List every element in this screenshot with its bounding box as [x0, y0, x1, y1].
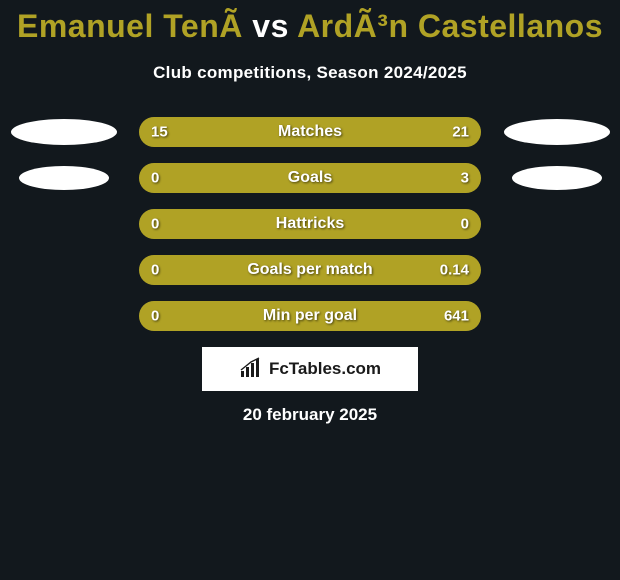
stat-bar: 0 Hattricks 0 [139, 209, 481, 239]
stat-label: Min per goal [263, 307, 357, 325]
stat-bar: 15 Matches 21 [139, 117, 481, 147]
stat-value-right: 641 [444, 308, 469, 325]
stat-label: Matches [278, 123, 342, 141]
stat-value-right: 3 [461, 170, 469, 187]
stat-value-left: 0 [151, 308, 159, 325]
player-right-name: ArdÃ³n Castellanos [297, 8, 603, 44]
stat-label: Hattricks [276, 215, 344, 233]
player-right-badge [512, 166, 602, 190]
player-right-badge [504, 119, 610, 145]
stat-bar: 0 Min per goal 641 [139, 301, 481, 331]
stat-value-right: 0.14 [440, 262, 469, 279]
stat-row: 0 Goals per match 0.14 [0, 255, 620, 285]
logo-text: FcTables.com [269, 359, 381, 379]
player-right-badge-wrap [499, 119, 614, 145]
logo-badge: FcTables.com [202, 347, 418, 391]
player-left-badge [11, 119, 117, 145]
stat-value-left: 15 [151, 124, 168, 141]
stat-row: 0 Hattricks 0 [0, 209, 620, 239]
stat-label: Goals [288, 169, 332, 187]
stat-row: 0 Min per goal 641 [0, 301, 620, 331]
stat-bar-fill-right [201, 163, 481, 193]
stat-bar: 0 Goals per match 0.14 [139, 255, 481, 285]
player-right-badge-wrap [499, 166, 614, 190]
player-left-badge [19, 166, 109, 190]
title-vs: vs [252, 8, 289, 44]
player-left-badge-wrap [6, 166, 121, 190]
player-left-name: Emanuel TenÃ [17, 8, 243, 44]
player-left-badge-wrap [6, 119, 121, 145]
stat-value-right: 0 [461, 216, 469, 233]
stat-bar: 0 Goals 3 [139, 163, 481, 193]
stats-container: 15 Matches 21 0 Goals 3 0 Hattricks 0 0 Goals per … [0, 117, 620, 331]
competition-subtitle: Club competitions, Season 2024/2025 [0, 63, 620, 83]
stat-bar-fill-left [139, 163, 201, 193]
snapshot-date: 20 february 2025 [0, 405, 620, 425]
stat-row: 0 Goals 3 [0, 163, 620, 193]
stat-label: Goals per match [247, 261, 372, 279]
bar-chart-icon [239, 357, 263, 381]
stat-row: 15 Matches 21 [0, 117, 620, 147]
stat-value-left: 0 [151, 216, 159, 233]
comparison-title: Emanuel TenÃ vs ArdÃ³n Castellanos [0, 0, 620, 45]
stat-value-right: 21 [452, 124, 469, 141]
stat-value-left: 0 [151, 262, 159, 279]
stat-value-left: 0 [151, 170, 159, 187]
